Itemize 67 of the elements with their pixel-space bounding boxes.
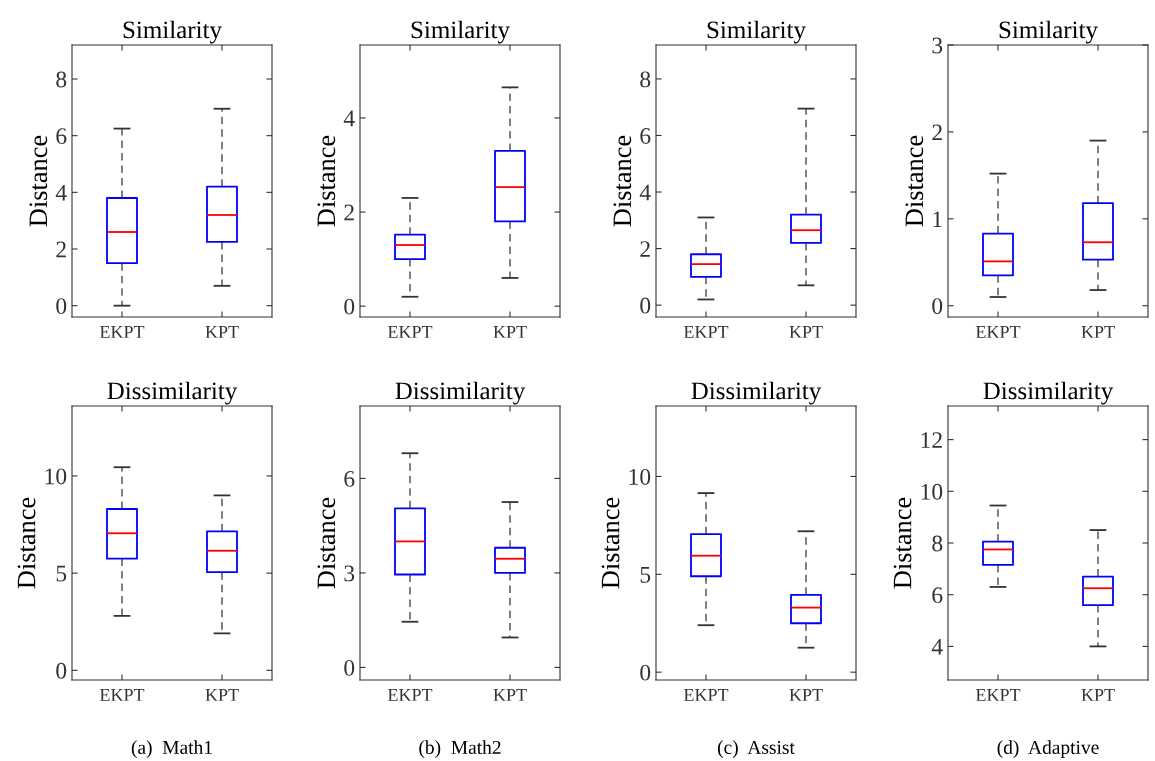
y-tick-label: 0 (932, 298, 943, 315)
y-tick-label: 10 (45, 468, 67, 485)
y-tick-label: 2 (344, 204, 354, 221)
y-tick-label: 8 (932, 535, 943, 552)
y-axis-title: Distance (17, 497, 36, 589)
y-tick-label: 4 (343, 110, 355, 127)
x-tick-label: KPT (205, 689, 239, 701)
y-axis-title: Distance (905, 135, 924, 227)
chart-title: Dissimilarity (395, 381, 526, 405)
x-tick-label: EKPT (683, 689, 729, 701)
chart-title: Similarity (411, 20, 510, 44)
y-tick-label: 0 (344, 298, 355, 315)
y-tick-label: 6 (344, 470, 355, 487)
y-tick-label: 0 (640, 664, 651, 681)
y-tick-label: 10 (629, 468, 651, 485)
text: (d) Adaptive (997, 740, 1099, 758)
x-tick-label: EKPT (387, 326, 433, 338)
y-tick-label: 6 (640, 128, 651, 144)
y-tick-label: 12 (921, 432, 942, 448)
y-tick-label: 0 (56, 298, 67, 315)
y-tick-label: 8 (640, 71, 651, 88)
y-tick-label: 4 (931, 639, 943, 655)
y-tick-label: 6 (932, 587, 943, 604)
chart-title: Similarity (123, 20, 222, 44)
text: (a) Math1 (131, 740, 212, 758)
y-tick-label: 4 (55, 184, 67, 201)
y-axis-title: Distance (317, 497, 336, 589)
chart-title: Similarity (707, 20, 806, 44)
x-tick-label: KPT (1081, 689, 1115, 701)
x-tick-label: EKPT (99, 689, 145, 701)
chart-title: Dissimilarity (983, 381, 1114, 405)
y-tick-label: 2 (56, 241, 66, 258)
y-axis-title: Distance (317, 135, 336, 227)
x-tick-label: KPT (789, 689, 823, 701)
x-tick-label: EKPT (975, 326, 1021, 338)
x-tick-label: KPT (205, 326, 239, 338)
x-tick-label: EKPT (99, 326, 145, 338)
y-tick-label: 0 (56, 662, 67, 679)
text: (b) Math2 (419, 740, 501, 758)
y-tick-label: 8 (56, 71, 67, 88)
chart-title: Dissimilarity (107, 381, 238, 405)
chart-title: Similarity (999, 20, 1098, 44)
y-tick-label: 0 (344, 659, 355, 676)
y-tick-label: 3 (932, 37, 943, 54)
y-axis-title: Distance (613, 135, 632, 227)
y-tick-label: 10 (921, 483, 943, 500)
y-tick-label: 6 (56, 128, 67, 145)
y-tick-label: 0 (640, 297, 651, 314)
x-tick-label: EKPT (387, 689, 433, 701)
y-tick-label: 1 (933, 211, 942, 227)
x-tick-label: KPT (493, 689, 527, 701)
y-axis-title: Distance (893, 497, 912, 589)
y-axis-title: Distance (601, 497, 620, 589)
y-tick-label: 4 (639, 184, 651, 201)
y-tick-label: 3 (344, 565, 355, 582)
chart-title: Dissimilarity (691, 381, 822, 405)
y-tick-label: 5 (640, 567, 651, 583)
y-axis-title: Distance (29, 135, 48, 227)
text: (c) Assist (717, 740, 795, 758)
y-tick-label: 2 (932, 124, 942, 141)
x-tick-label: KPT (1081, 326, 1115, 338)
x-tick-label: KPT (493, 326, 527, 338)
x-tick-label: EKPT (975, 689, 1021, 701)
y-tick-label: 2 (640, 241, 650, 257)
x-tick-label: EKPT (683, 326, 729, 338)
x-tick-label: KPT (789, 326, 823, 338)
y-tick-label: 5 (56, 565, 67, 582)
